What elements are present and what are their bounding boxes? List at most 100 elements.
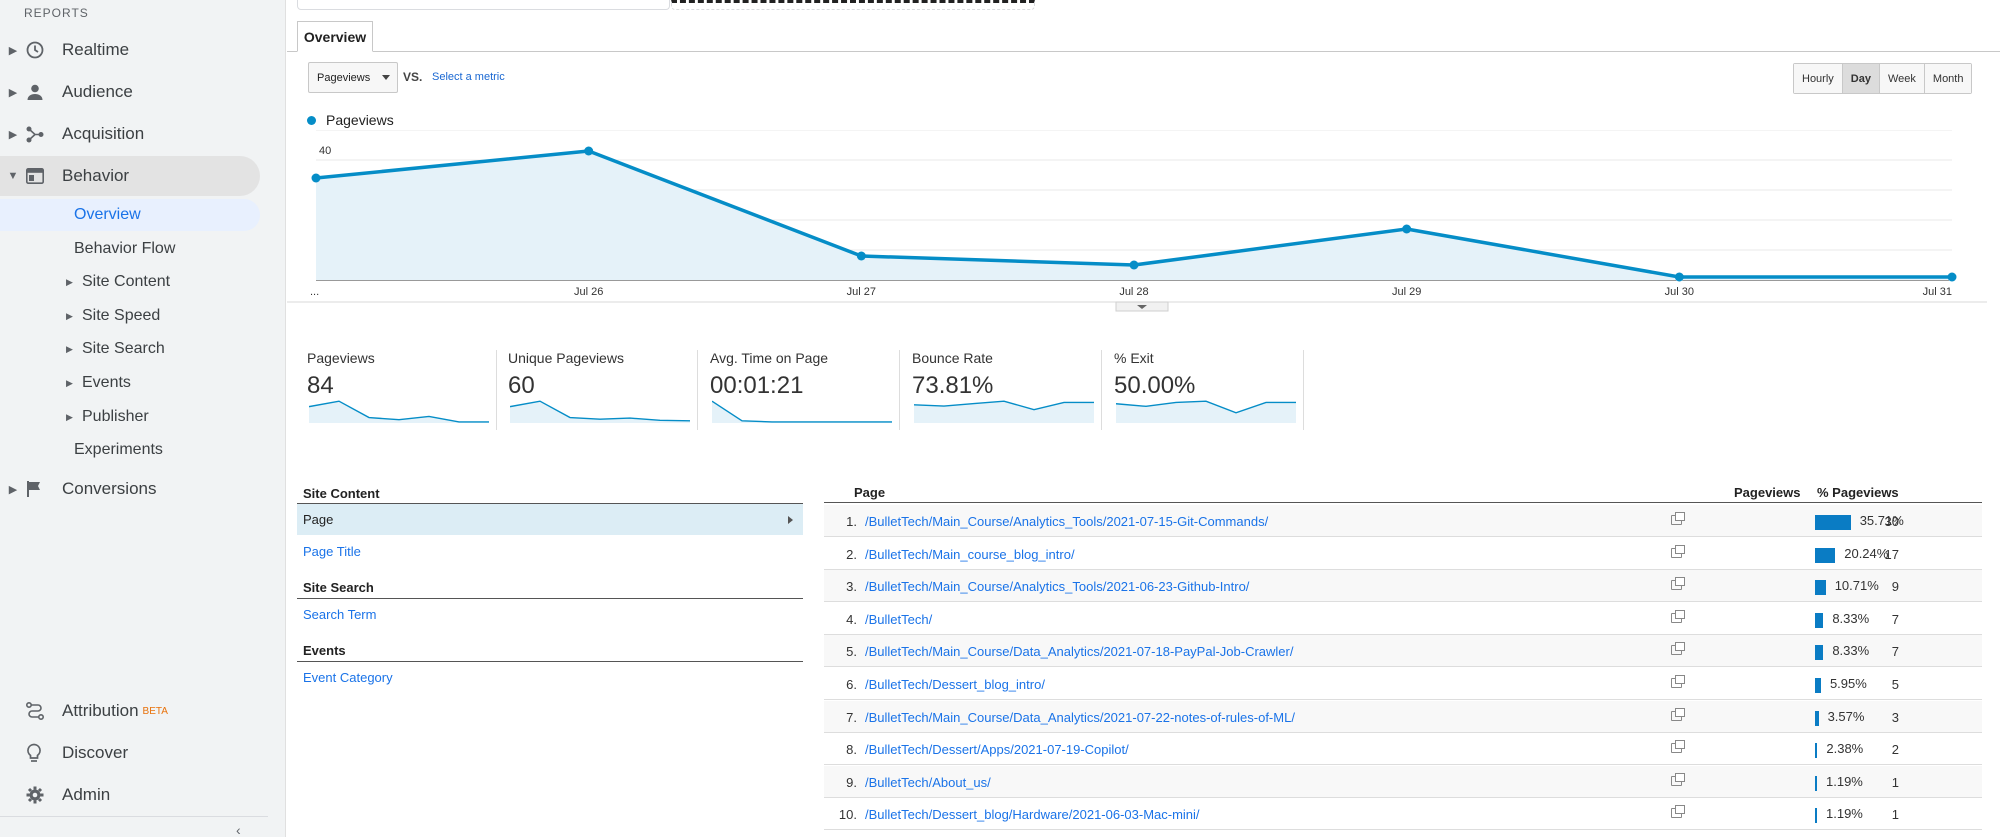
metric-select[interactable]: Pageviews — [308, 62, 398, 93]
sidebar-subitem-behavior-flow[interactable]: Behavior Flow — [0, 233, 175, 265]
dimension-page[interactable]: Page — [297, 504, 803, 535]
page-link[interactable]: /BulletTech/Dessert/Apps/2021-07-19-Copi… — [865, 742, 1129, 758]
sidebar-subitem-events[interactable]: ▶ Events — [0, 367, 131, 399]
dimension-label: Event Category — [303, 670, 393, 685]
sparkline-line — [510, 400, 690, 422]
page-link[interactable]: /BulletTech/Main_course_blog_intro/ — [865, 546, 1075, 562]
sidebar-item-behavior[interactable]: ▼ Behavior — [0, 156, 260, 196]
open-external-icon[interactable] — [1671, 642, 1685, 656]
scorecard-label: Unique Pageviews — [508, 350, 624, 366]
pct-value: 3.57% — [1827, 708, 1865, 724]
x-tick-label: ... — [310, 286, 319, 298]
expand-caret-icon: ▶ — [8, 483, 18, 496]
scorecard-pageviews[interactable]: Pageviews 84 — [307, 350, 497, 430]
row-number: 5. — [846, 644, 857, 660]
dimension-page-title[interactable]: Page Title — [297, 536, 803, 567]
vs-label: VS. — [403, 70, 423, 84]
open-external-icon[interactable] — [1671, 740, 1685, 754]
data-point — [1674, 272, 1684, 282]
pageviews-value: 1 — [1891, 807, 1899, 823]
dimension-event-category[interactable]: Event Category — [297, 662, 803, 693]
pct-bar — [1815, 580, 1826, 596]
sidebar-item-conversions[interactable]: ▶ Conversions — [0, 469, 260, 509]
column-header-page[interactable]: Page — [854, 485, 886, 500]
scorecard-avg-time-on-page[interactable]: Avg. Time on Page 00:01:21 — [710, 350, 900, 430]
collapse-caret-icon: ▼ — [7, 170, 19, 182]
dimension-search-term[interactable]: Search Term — [297, 599, 803, 630]
page-link[interactable]: /BulletTech/About_us/ — [865, 774, 991, 790]
sidebar-subitem-overview[interactable]: Overview — [0, 199, 260, 231]
gear-icon — [26, 784, 62, 806]
page-link[interactable]: /BulletTech/Dessert_blog/Hardware/2021-0… — [865, 807, 1200, 823]
page-link[interactable]: /BulletTech/Main_Course/Data_Analytics/2… — [865, 709, 1295, 725]
expand-caret-icon: ▶ — [66, 276, 73, 287]
sidebar-subitem-site-content[interactable]: ▶ Site Content — [0, 266, 170, 298]
site-content-heading: Site Content — [303, 486, 380, 501]
sidebar-subitem-experiments[interactable]: Experiments — [0, 434, 163, 466]
sidebar-item-acquisition[interactable]: ▶ Acquisition — [0, 114, 260, 154]
add-segment-box[interactable] — [671, 0, 1035, 10]
sidebar-subitem-site-speed[interactable]: ▶ Site Speed — [0, 300, 160, 332]
granularity-week-button[interactable]: Week — [1879, 64, 1925, 93]
column-header-pct-pageviews[interactable]: % Pageviews — [1817, 485, 1899, 500]
section-divider — [297, 598, 803, 599]
granularity-toggle: Hourly Day Week Month — [1793, 63, 1973, 94]
data-point — [1947, 272, 1957, 282]
scorecard-value: 60 — [508, 372, 535, 399]
site-search-heading: Site Search — [303, 580, 374, 595]
lightbulb-icon — [26, 742, 62, 764]
row-number: 2. — [846, 546, 857, 562]
open-external-icon[interactable] — [1671, 609, 1685, 623]
pct-value: 1.19% — [1826, 806, 1863, 822]
collapse-sidebar-icon[interactable]: ‹ — [236, 822, 241, 837]
open-external-icon[interactable] — [1671, 772, 1685, 786]
pct-bar — [1815, 612, 1824, 628]
open-external-icon[interactable] — [1671, 707, 1685, 721]
sidebar-item-admin[interactable]: Admin — [0, 775, 260, 815]
scorecard-sparkline — [914, 400, 1094, 423]
pageviews-value: 3 — [1891, 709, 1899, 725]
sparkline-line — [309, 400, 489, 423]
open-external-icon[interactable] — [1671, 544, 1685, 558]
pct-value: 20.24% — [1844, 545, 1889, 561]
sidebar-item-attribution[interactable]: Attribution BETA — [0, 691, 260, 731]
pct-bar — [1815, 515, 1851, 530]
page-link[interactable]: /BulletTech/Main_Course/Analytics_Tools/… — [865, 579, 1250, 595]
scorecard-unique-pageviews[interactable]: Unique Pageviews 60 — [508, 350, 698, 430]
column-header-pageviews[interactable]: Pageviews — [1734, 485, 1801, 500]
behavior-icon — [26, 165, 62, 187]
open-external-icon[interactable] — [1671, 675, 1685, 688]
sidebar-subitem-label: Site Search — [82, 340, 165, 357]
open-external-icon[interactable] — [1671, 512, 1685, 525]
granularity-month-button[interactable]: Month — [1924, 64, 1972, 93]
select-metric-link[interactable]: Select a metric — [432, 71, 505, 83]
tab-overview[interactable]: Overview — [297, 21, 373, 52]
scorecard-bounce-rate[interactable]: Bounce Rate 73.81% — [912, 350, 1102, 430]
sidebar-subitem-label: Events — [82, 374, 131, 391]
expand-caret-icon: ▶ — [8, 128, 18, 141]
page-link[interactable]: /BulletTech/Main_Course/Data_Analytics/2… — [865, 644, 1294, 660]
scorecard-exit[interactable]: % Exit 50.00% — [1114, 350, 1304, 430]
dimension-label: Search Term — [303, 607, 377, 622]
open-external-icon[interactable] — [1671, 805, 1685, 819]
pageviews-value: 1 — [1891, 774, 1899, 790]
page-link[interactable]: /BulletTech/Main_Course/Analytics_Tools/… — [865, 514, 1269, 529]
granularity-hourly-button[interactable]: Hourly — [1794, 64, 1843, 93]
segment-box[interactable] — [297, 0, 670, 10]
expand-caret-icon: ▶ — [66, 310, 73, 321]
sidebar-subitem-site-search[interactable]: ▶ Site Search — [0, 333, 165, 365]
sidebar-item-discover[interactable]: Discover — [0, 733, 260, 773]
open-external-icon[interactable] — [1671, 577, 1685, 591]
section-divider — [297, 503, 803, 504]
page-link[interactable]: /BulletTech/ — [865, 611, 933, 627]
page-link[interactable]: /BulletTech/Dessert_blog_intro/ — [865, 677, 1045, 692]
granularity-day-button[interactable]: Day — [1842, 64, 1880, 93]
sidebar-item-realtime[interactable]: ▶ Realtime — [0, 30, 260, 70]
sidebar-item-audience[interactable]: ▶ Audience — [0, 72, 260, 112]
pageviews-value: 7 — [1891, 611, 1899, 627]
pct-value: 2.38% — [1826, 741, 1864, 757]
expand-caret-icon: ▶ — [66, 411, 73, 422]
legend-dot — [307, 115, 316, 125]
sidebar-subitem-publisher[interactable]: ▶ Publisher — [0, 401, 149, 433]
